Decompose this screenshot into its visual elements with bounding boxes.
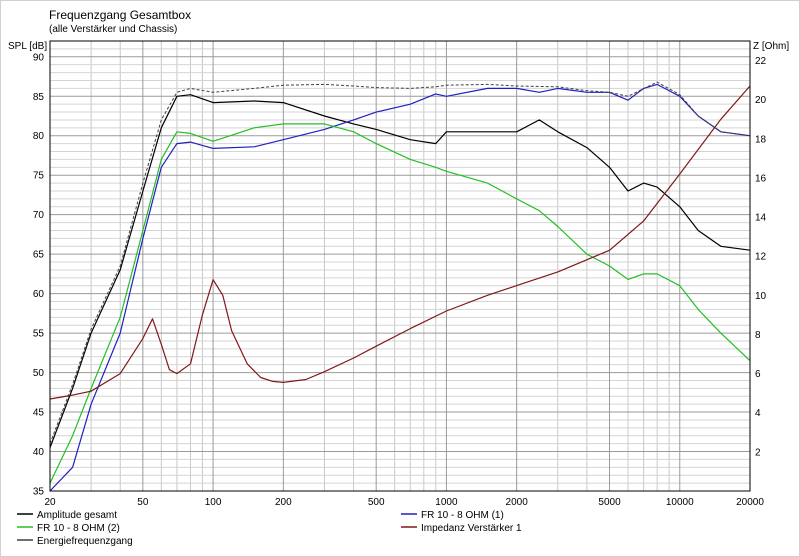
y-tick-label-left: 50	[33, 368, 45, 379]
y-tick-label-right: 8	[755, 330, 761, 341]
y-tick-label-left: 45	[33, 408, 45, 419]
legend-label: FR 10 - 8 OHM (1)	[421, 510, 504, 521]
x-tick-label: 200	[275, 497, 292, 508]
legend-label: Impedanz Verstärker 1	[421, 523, 522, 534]
y-tick-label-right: 22	[755, 56, 767, 67]
y-tick-label-left: 55	[33, 329, 45, 340]
legend-label: Energiefrequenzgang	[37, 536, 133, 547]
y-tick-label-left: 85	[33, 92, 45, 103]
x-tick-label: 20	[44, 497, 56, 508]
chart-title: Frequenzgang Gesamtbox	[49, 8, 192, 22]
series-line-0	[49, 94, 751, 448]
y-tick-label-left: 80	[33, 131, 45, 142]
series-line-4	[49, 81, 751, 444]
y-axis-left-label: SPL [dB]	[8, 41, 47, 52]
y-tick-label-right: 2	[755, 447, 761, 458]
x-tick-label: 2000	[506, 497, 529, 508]
y-tick-label-left: 65	[33, 250, 45, 261]
x-tick-label: 10000	[666, 497, 694, 508]
y-tick-label-right: 16	[755, 173, 767, 184]
chart-subtitle: (alle Verstärker und Chassis)	[49, 24, 178, 35]
legend-label: FR 10 - 8 OHM (2)	[37, 523, 120, 534]
plot-border	[49, 40, 751, 492]
y-tick-label-right: 10	[755, 291, 767, 302]
x-tick-label: 1000	[435, 497, 458, 508]
series-line-2	[49, 123, 751, 484]
x-tick-label: 500	[368, 497, 385, 508]
series-line-3	[49, 85, 751, 400]
y-tick-label-right: 20	[755, 95, 767, 106]
y-tick-label-left: 90	[33, 52, 45, 63]
y-tick-label-left: 60	[33, 289, 45, 300]
x-tick-label: 100	[205, 497, 222, 508]
x-tick-label: 5000	[598, 497, 621, 508]
y-tick-label-right: 4	[755, 408, 761, 419]
y-tick-label-left: 40	[33, 447, 45, 458]
y-tick-label-right: 12	[755, 252, 767, 263]
y-tick-label-right: 18	[755, 134, 767, 145]
y-tick-label-right: 14	[755, 213, 767, 224]
y-tick-label-left: 35	[33, 487, 45, 498]
x-tick-label: 20000	[736, 497, 764, 508]
x-tick-label: 50	[137, 497, 149, 508]
y-axis-right-label: Z [Ohm]	[753, 41, 789, 52]
legend-label: Amplitude gesamt	[37, 510, 117, 521]
y-tick-label-left: 75	[33, 171, 45, 182]
y-tick-label-right: 6	[755, 369, 761, 380]
y-tick-label-left: 70	[33, 210, 45, 221]
plot-area	[50, 41, 750, 491]
